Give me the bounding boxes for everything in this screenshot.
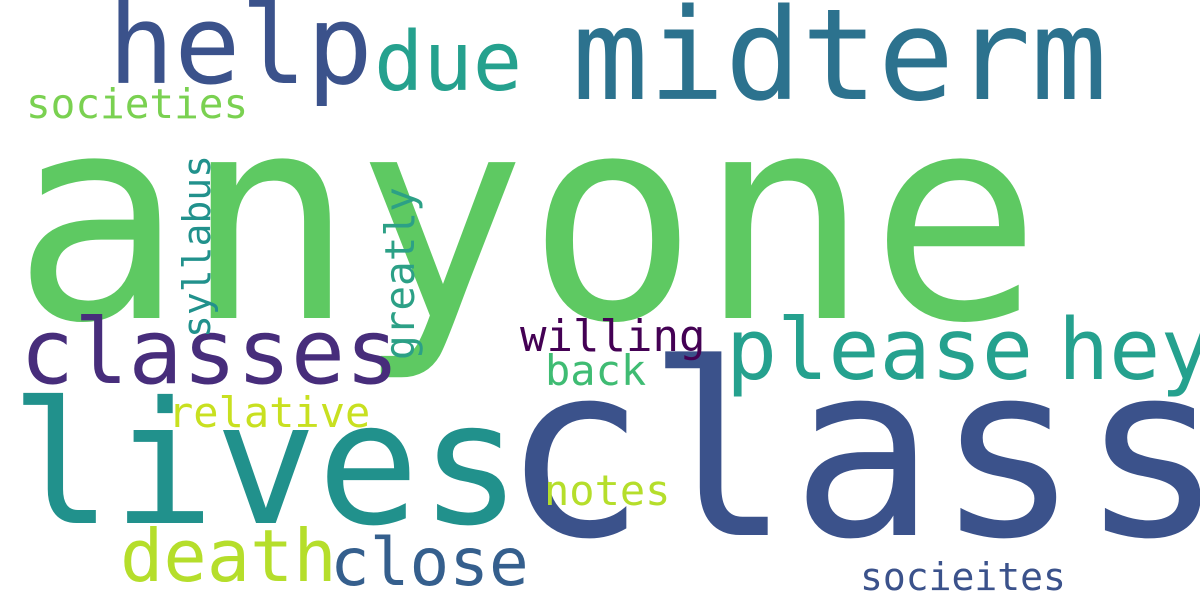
word-anyone: anyone xyxy=(12,54,1042,386)
word-socieites: socieites xyxy=(860,555,1066,599)
word-back: back xyxy=(545,346,647,395)
word-help: help xyxy=(108,0,373,109)
word-willing: willing xyxy=(520,311,706,362)
word-classes: classes xyxy=(20,300,400,405)
word-close: close xyxy=(330,524,529,600)
word-due: due xyxy=(374,15,523,110)
word-please: please xyxy=(726,301,1034,400)
word-class: class xyxy=(502,312,1200,592)
word-midterm: midterm xyxy=(572,0,1108,129)
word-notes: notes xyxy=(544,466,671,515)
word-relative: relative xyxy=(168,388,371,437)
word-syllabus: syllabus xyxy=(175,154,219,338)
word-lives: lives xyxy=(10,366,522,564)
word-death: death xyxy=(120,514,337,598)
word-greatly: greatly xyxy=(376,187,424,360)
word-societies: societies xyxy=(26,80,249,128)
word-hey: hey xyxy=(1058,301,1200,400)
